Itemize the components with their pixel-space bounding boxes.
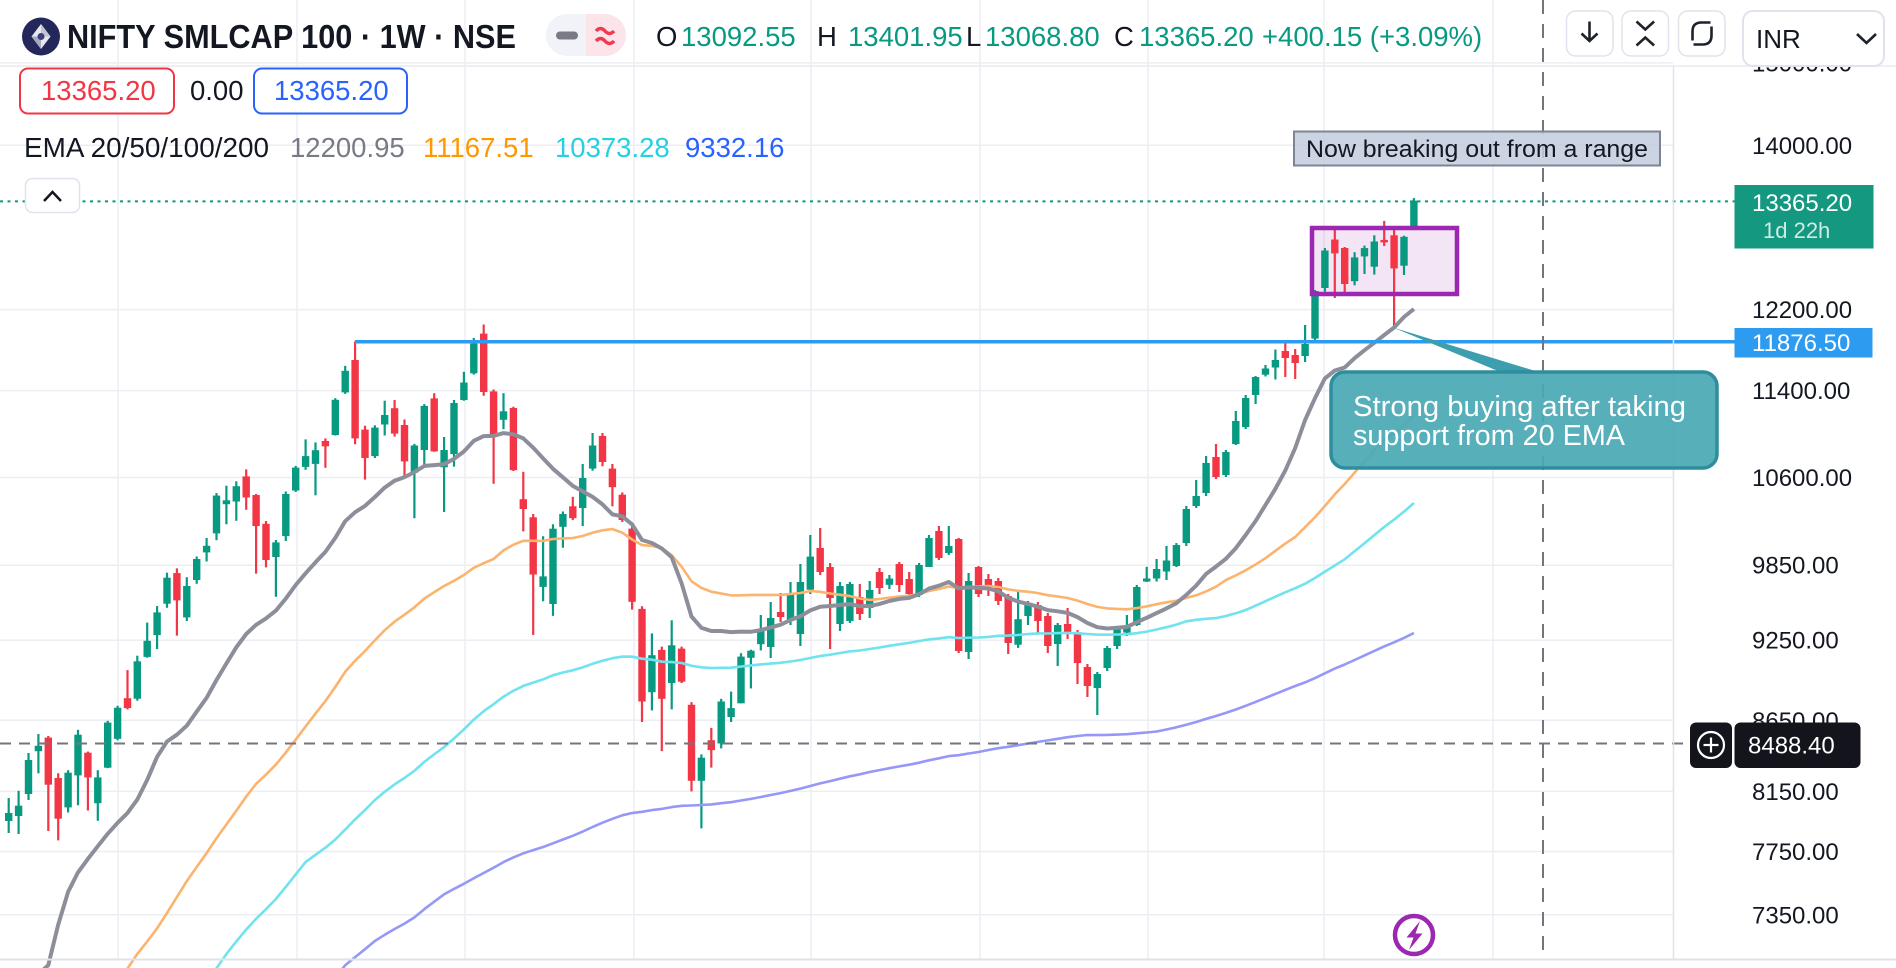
svg-text:INR: INR bbox=[1756, 24, 1801, 54]
svg-text:13365.20: 13365.20 bbox=[274, 75, 389, 106]
svg-text:11400.00: 11400.00 bbox=[1752, 378, 1850, 405]
svg-text:9850.00: 9850.00 bbox=[1752, 553, 1839, 580]
svg-text:Strong buying after taking: Strong buying after taking bbox=[1353, 391, 1686, 423]
svg-text:9332.16: 9332.16 bbox=[685, 132, 784, 163]
svg-text:C: C bbox=[1114, 21, 1134, 52]
svg-text:+400.15 (+3.09%): +400.15 (+3.09%) bbox=[1262, 21, 1482, 52]
svg-text:O: O bbox=[656, 21, 677, 52]
svg-text:1d 22h: 1d 22h bbox=[1763, 218, 1830, 243]
svg-text:12200.00: 12200.00 bbox=[1752, 297, 1852, 324]
svg-text:13365.20: 13365.20 bbox=[1139, 21, 1254, 52]
svg-text:8488.40: 8488.40 bbox=[1748, 733, 1835, 760]
svg-text:11167.51: 11167.51 bbox=[423, 132, 534, 163]
svg-text:NIFTY SMLCAP 100 · 1W · NSE: NIFTY SMLCAP 100 · 1W · NSE bbox=[67, 18, 516, 55]
svg-text:12200.95: 12200.95 bbox=[290, 132, 405, 163]
svg-text:13068.80: 13068.80 bbox=[985, 21, 1100, 52]
svg-text:11876.50: 11876.50 bbox=[1752, 330, 1850, 357]
svg-text:10600.00: 10600.00 bbox=[1752, 465, 1852, 492]
svg-text:10373.28: 10373.28 bbox=[555, 132, 670, 163]
svg-text:support from 20 EMA: support from 20 EMA bbox=[1353, 420, 1626, 452]
svg-text:7350.00: 7350.00 bbox=[1752, 902, 1839, 929]
svg-text:9250.00: 9250.00 bbox=[1752, 628, 1839, 655]
svg-text:13365.20: 13365.20 bbox=[41, 75, 156, 106]
svg-text:H: H bbox=[817, 21, 837, 52]
svg-text:13365.20: 13365.20 bbox=[1752, 190, 1852, 217]
svg-text:Now breaking out from a range: Now breaking out from a range bbox=[1306, 136, 1648, 163]
svg-text:14000.00: 14000.00 bbox=[1752, 133, 1852, 160]
svg-text:8150.00: 8150.00 bbox=[1752, 779, 1839, 806]
svg-text:13401.95: 13401.95 bbox=[848, 21, 963, 52]
svg-text:13092.55: 13092.55 bbox=[681, 21, 796, 52]
svg-text:L: L bbox=[966, 21, 981, 52]
svg-text:EMA 20/50/100/200: EMA 20/50/100/200 bbox=[24, 132, 269, 163]
svg-text:7750.00: 7750.00 bbox=[1752, 839, 1839, 866]
svg-text:0.00: 0.00 bbox=[190, 75, 244, 106]
